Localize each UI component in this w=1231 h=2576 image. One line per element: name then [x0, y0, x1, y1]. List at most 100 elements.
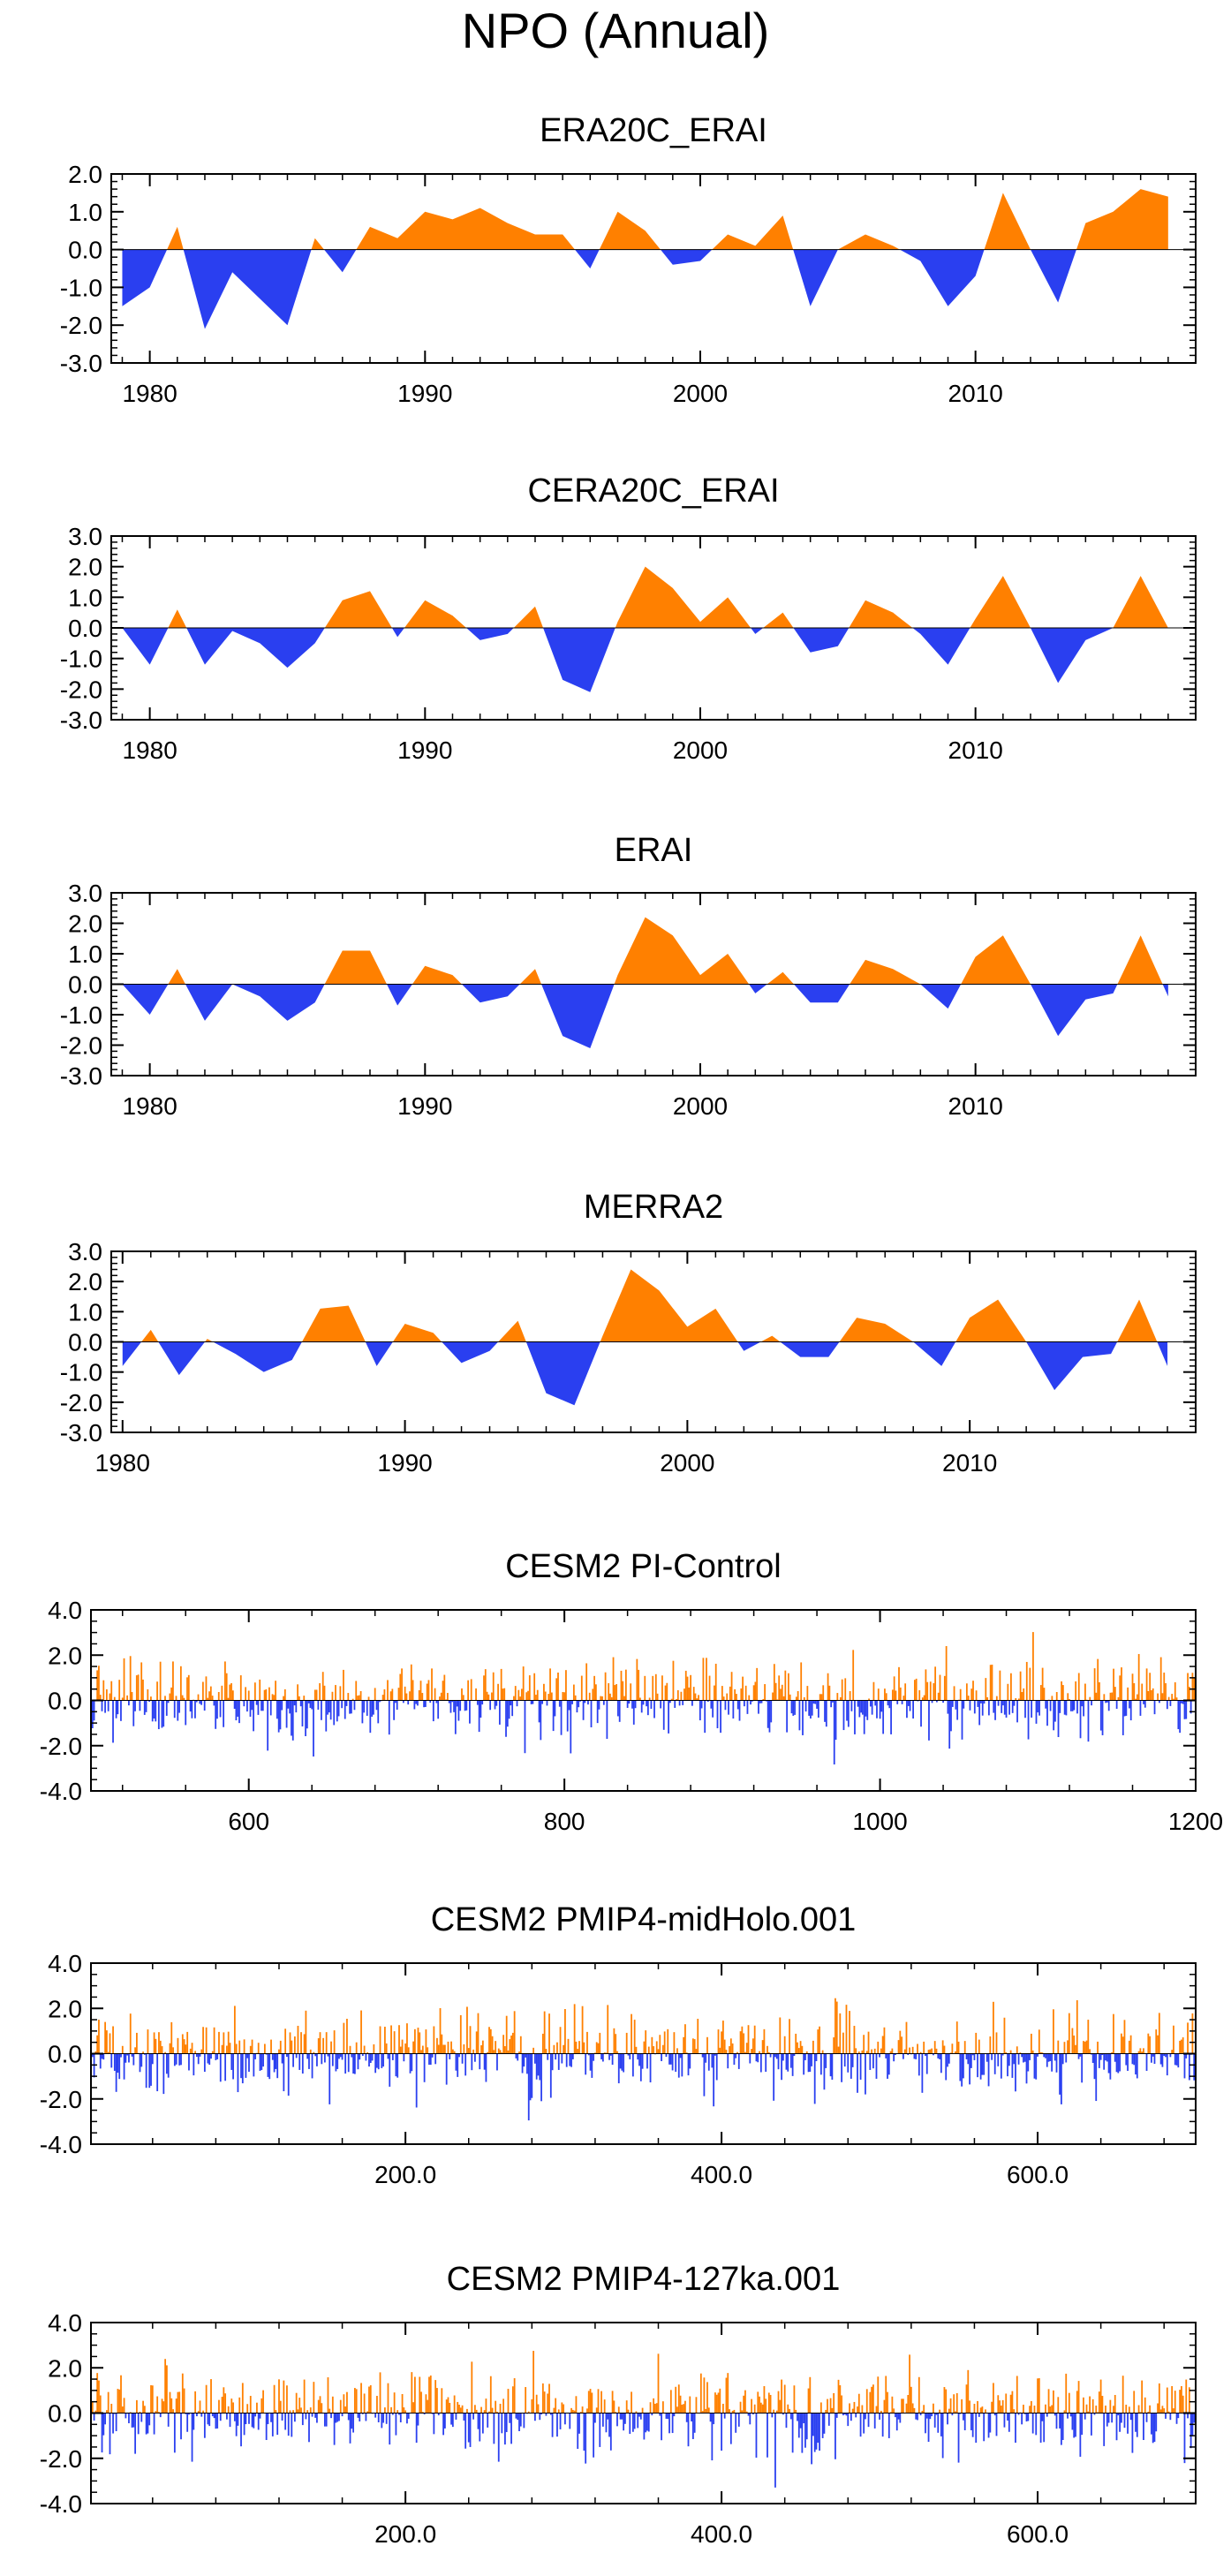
- negative-bar: [336, 2053, 339, 2069]
- negative-bar: [271, 2053, 274, 2060]
- positive-bar: [694, 1693, 697, 1701]
- positive-bar: [450, 2041, 452, 2054]
- positive-bar: [767, 2392, 770, 2414]
- negative-bar: [235, 1700, 238, 1721]
- negative-bar: [132, 1700, 135, 1726]
- negative-bar: [273, 2053, 276, 2073]
- positive-bar: [656, 1693, 659, 1701]
- negative-bar: [887, 2053, 888, 2079]
- positive-bar: [633, 2020, 636, 2054]
- negative-area-segment: [793, 249, 838, 306]
- positive-bar: [615, 2412, 617, 2414]
- positive-bar: [918, 2376, 920, 2414]
- positive-bar: [493, 2050, 495, 2054]
- positive-bar: [909, 2354, 910, 2414]
- positive-bar: [1188, 1687, 1190, 1701]
- negative-bar: [341, 2413, 344, 2417]
- panel-title: CESM2 PMIP4-127ka.001: [447, 2261, 841, 2298]
- x-tick-label: 200.0: [374, 2161, 436, 2188]
- negative-bar: [213, 2413, 215, 2419]
- negative-bar: [167, 2413, 170, 2427]
- negative-bar: [587, 1700, 589, 1705]
- negative-bar: [253, 2413, 255, 2429]
- negative-bar: [947, 2413, 948, 2425]
- negative-bar: [815, 2053, 818, 2061]
- positive-bar: [880, 2048, 882, 2054]
- positive-bar: [865, 2389, 868, 2414]
- positive-bar: [1095, 2406, 1098, 2414]
- positive-bar: [756, 1667, 759, 1701]
- negative-bar: [771, 2413, 774, 2418]
- positive-bar: [1085, 2404, 1088, 2414]
- negative-bar: [705, 2053, 707, 2063]
- positive-bar: [887, 2391, 888, 2414]
- positive-bar: [1109, 2399, 1112, 2414]
- negative-bar: [832, 1700, 834, 1703]
- negative-area-segment: [575, 249, 600, 268]
- positive-bar: [979, 2407, 982, 2414]
- positive-bar: [842, 2032, 844, 2054]
- positive-bar: [579, 2412, 582, 2414]
- positive-bar: [471, 2361, 473, 2414]
- positive-bar: [183, 2039, 185, 2054]
- negative-bar: [1183, 2053, 1186, 2079]
- negative-bar: [207, 2413, 209, 2425]
- positive-bar: [421, 2412, 424, 2414]
- negative-bar: [481, 2413, 484, 2434]
- positive-bar: [404, 2410, 407, 2414]
- negative-bar: [173, 2413, 176, 2453]
- positive-bar: [706, 2036, 708, 2054]
- negative-bar: [1067, 2413, 1069, 2419]
- positive-bar: [795, 1696, 797, 1701]
- negative-bar: [981, 2053, 984, 2075]
- positive-area-segment: [498, 1320, 526, 1342]
- positive-bar: [1068, 2392, 1070, 2414]
- positive-bar: [531, 2398, 533, 2414]
- positive-bar: [467, 2048, 470, 2054]
- negative-bar: [534, 2413, 536, 2421]
- positive-bar: [177, 2391, 179, 2414]
- negative-bar: [431, 2053, 434, 2058]
- positive-bar: [91, 2400, 94, 2414]
- positive-bar: [736, 1694, 737, 1701]
- positive-bar: [1144, 2397, 1146, 2414]
- positive-bar: [485, 2398, 487, 2414]
- positive-bar: [1121, 2376, 1124, 2414]
- negative-bar: [1035, 2053, 1038, 2080]
- positive-bar: [1113, 2013, 1114, 2054]
- positive-bar: [1031, 2050, 1034, 2054]
- positive-bar: [106, 2410, 108, 2414]
- positive-bar: [418, 1689, 420, 1701]
- positive-bar: [695, 2049, 698, 2054]
- positive-bar: [1071, 2028, 1074, 2054]
- positive-bar: [644, 1675, 646, 1701]
- negative-bar: [755, 2053, 758, 2062]
- negative-bar: [377, 2413, 380, 2423]
- positive-bar: [300, 2407, 302, 2414]
- positive-bar: [699, 2373, 702, 2414]
- positive-bar: [985, 1678, 987, 1701]
- positive-bar: [390, 2025, 392, 2054]
- positive-bar: [754, 1681, 757, 1701]
- positive-bar: [366, 2411, 369, 2414]
- negative-bar: [117, 2053, 119, 2074]
- negative-bar: [1177, 2413, 1180, 2419]
- negative-bar: [1127, 2413, 1129, 2434]
- positive-bar: [229, 1684, 231, 1701]
- positive-bar: [692, 1687, 695, 1701]
- positive-bar: [603, 2052, 606, 2054]
- negative-area-segment: [442, 1341, 499, 1364]
- positive-area-segment: [1113, 576, 1168, 628]
- negative-bar: [287, 2053, 290, 2096]
- positive-bar: [1051, 2405, 1054, 2414]
- positive-bar: [161, 2046, 163, 2054]
- positive-bar: [553, 2044, 555, 2054]
- positive-bar: [641, 2407, 644, 2414]
- positive-bar: [877, 2376, 880, 2414]
- positive-bar: [1167, 1696, 1170, 1701]
- positive-bar: [1047, 2389, 1050, 2414]
- negative-bar: [437, 1700, 440, 1719]
- negative-bar: [208, 2413, 211, 2427]
- negative-bar: [216, 2053, 219, 2059]
- negative-bar: [859, 2413, 862, 2437]
